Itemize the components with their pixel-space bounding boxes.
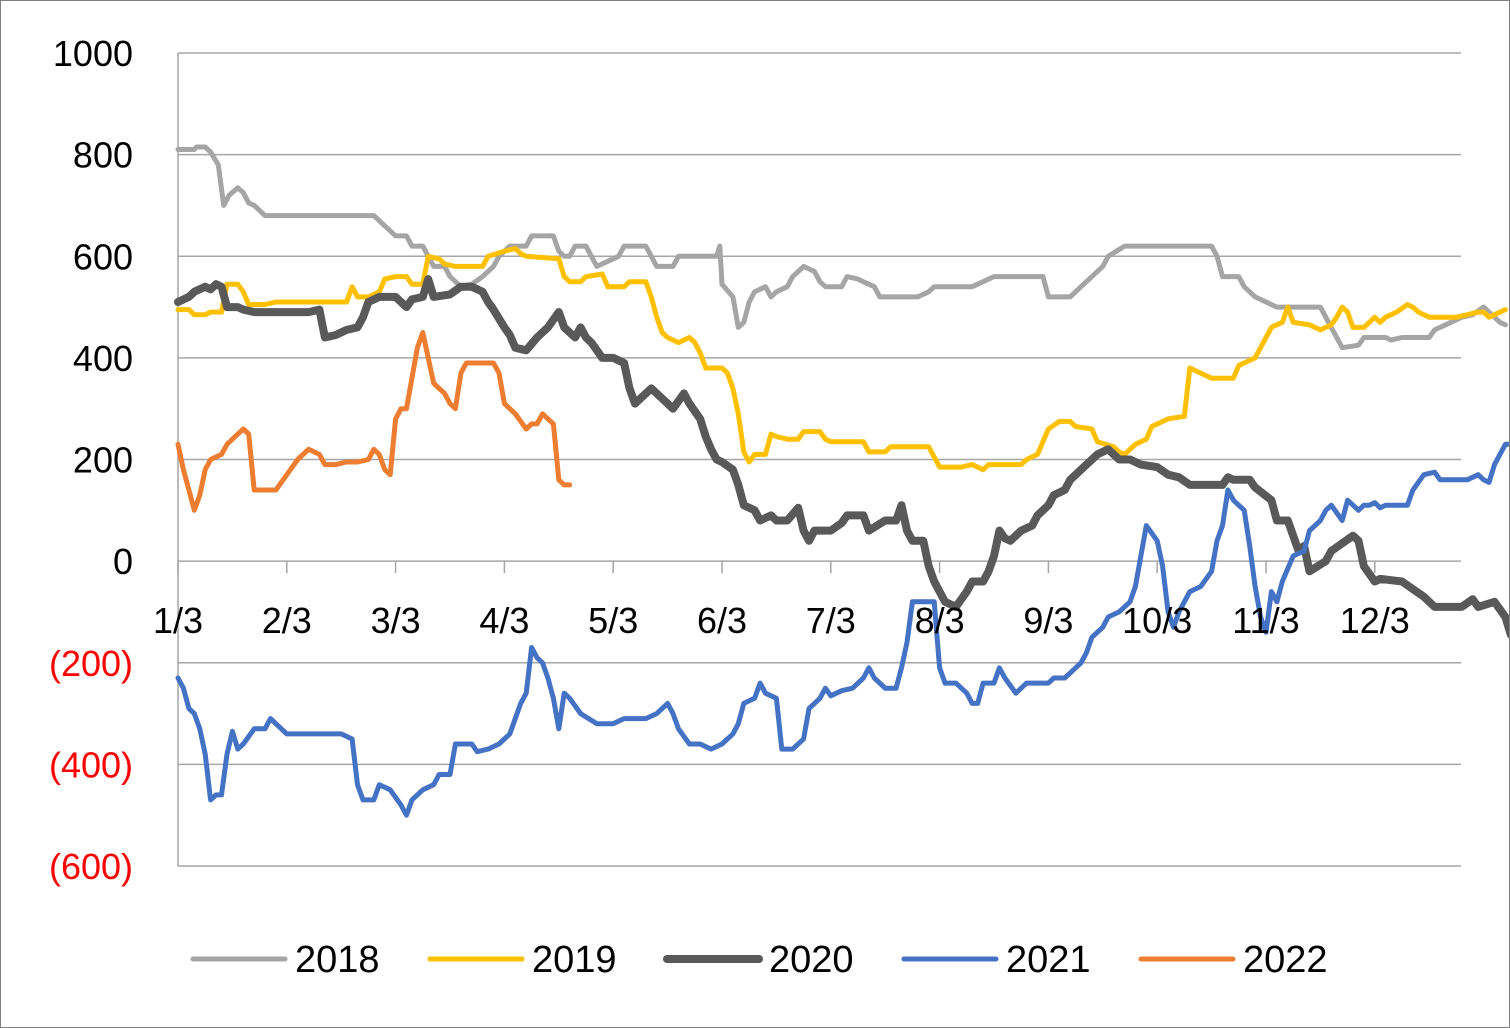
y-tick-label: (600) <box>49 846 133 887</box>
legend-label-2020: 2020 <box>769 939 854 981</box>
x-tick-label: 5/3 <box>588 600 638 641</box>
y-tick-label: (400) <box>49 744 133 785</box>
legend-label-2019: 2019 <box>532 939 617 981</box>
x-tick-labels: 1/3 2/3 3/3 4/3 5/3 6/3 7/3 8/3 9/3 10/3 11/3 12/3 <box>153 600 1410 641</box>
x-tick-label: 9/3 <box>1023 600 1073 641</box>
x-tick-label: 4/3 <box>479 600 529 641</box>
legend: 2018 2019 2020 2021 2022 <box>190 939 1328 981</box>
x-tick-label: 1/3 <box>153 600 203 641</box>
legend-label-2022: 2022 <box>1243 939 1328 981</box>
y-tick-label: 0 <box>113 541 133 582</box>
y-tick-label: 400 <box>73 338 133 379</box>
y-tick-labels: 1000 800 600 400 200 0 (200) (400) (600) <box>49 33 133 887</box>
y-tick-label: 800 <box>73 135 133 176</box>
axes <box>177 53 1461 866</box>
series-lines <box>174 144 1509 818</box>
series-line-2020 <box>174 275 1509 639</box>
y-tick-label: (200) <box>49 643 133 684</box>
x-tick-label: 10/3 <box>1122 600 1192 641</box>
legend-label-2018: 2018 <box>295 939 380 981</box>
x-tick-label: 2/3 <box>262 600 312 641</box>
y-tick-label: 1000 <box>53 33 133 74</box>
series-line-2018 <box>175 144 1508 351</box>
y-tick-label: 600 <box>73 236 133 277</box>
legend-label-2021: 2021 <box>1006 939 1091 981</box>
x-tick-label: 8/3 <box>915 600 965 641</box>
x-tick-label: 7/3 <box>806 600 856 641</box>
x-tick-label: 11/3 <box>1232 600 1299 641</box>
series-line-2022 <box>175 330 573 513</box>
x-tick-label: 3/3 <box>371 600 421 641</box>
series-line-2021 <box>175 441 1509 818</box>
x-tick-label: 12/3 <box>1340 600 1410 641</box>
y-tick-label: 200 <box>73 440 133 481</box>
x-tick-label: 6/3 <box>697 600 747 641</box>
